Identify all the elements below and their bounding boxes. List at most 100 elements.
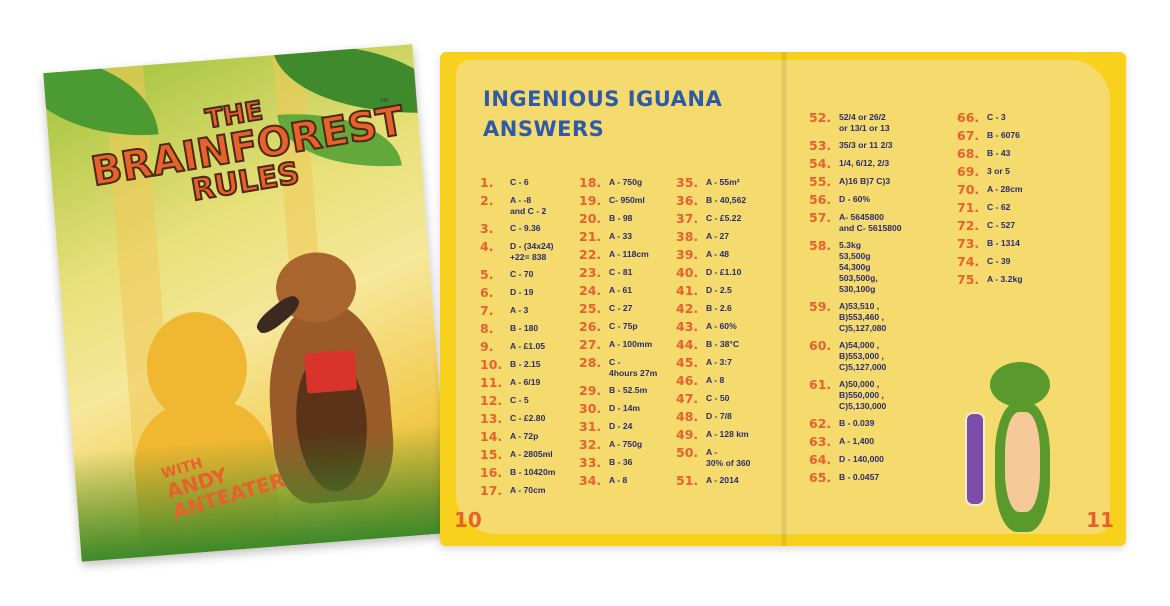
answer-number: 46. bbox=[676, 373, 699, 388]
answer-number: 74. bbox=[957, 254, 980, 269]
answer-item: 71. C - 62 bbox=[957, 201, 1023, 214]
answers-column: 52. 52/4 or 26/2 or 13/1 or 13 53. 35/3 or … bbox=[809, 110, 902, 490]
answer-item: 35. A - 55m² bbox=[676, 175, 750, 190]
answer-item: 54. 1/4, 6/12, 2/3 bbox=[809, 157, 902, 170]
answer-text: A - 750g bbox=[609, 177, 643, 187]
answer-number: 3. bbox=[480, 221, 494, 236]
answer-item: 67. B - 6076 bbox=[957, 129, 1023, 142]
answer-item: 43. A - 60% bbox=[676, 320, 750, 333]
answer-text: D - £1.10 bbox=[706, 267, 742, 277]
answer-text: 1/4, 6/12, 2/3 bbox=[839, 158, 890, 168]
answer-number: 18. bbox=[579, 175, 602, 190]
answer-number: 51. bbox=[676, 473, 699, 488]
answer-text: A)50,000 , B)550,000 , C)5,130,000 bbox=[839, 379, 887, 411]
answer-text: B - 2.6 bbox=[706, 303, 732, 313]
answer-text: A- 5645800 and C- 5615800 bbox=[839, 212, 902, 233]
answer-text: C - 70 bbox=[510, 269, 534, 279]
answer-number: 65. bbox=[809, 470, 832, 485]
answer-text: C - 4hours 27m bbox=[609, 357, 658, 378]
answer-text: D - 7/8 bbox=[706, 411, 732, 421]
answer-item: 59. A)53,510 , B)553,460 , C)5,127,080 bbox=[809, 299, 902, 334]
answer-text: A - 8 bbox=[706, 375, 725, 385]
answer-item: 56. D - 60% bbox=[809, 193, 902, 206]
answer-text: A - 1,400 bbox=[839, 436, 875, 446]
page-title: INGENIOUS IGUANA ANSWERS bbox=[483, 84, 722, 144]
answer-text: 3 or 5 bbox=[987, 166, 1010, 176]
answer-item: 24. A - 61 bbox=[579, 284, 657, 297]
answer-item: 75. A - 3.2kg bbox=[957, 273, 1023, 286]
title-line: ANSWERS bbox=[483, 117, 605, 141]
answer-text: B - 10420m bbox=[510, 467, 556, 477]
answer-number: 6. bbox=[480, 285, 494, 300]
answer-text: A - 128 km bbox=[706, 429, 749, 439]
answer-item: 1. C - 6 bbox=[480, 176, 555, 189]
answer-text: C - 527 bbox=[987, 220, 1016, 230]
answer-item: 7. A - 3 bbox=[480, 303, 555, 318]
book-cover: THE BRAINFOREST RULES ™ WITH ANDY ANTEAT… bbox=[43, 44, 451, 562]
answer-item: 32. A - 750g bbox=[579, 438, 657, 451]
answer-item: 38. A - 27 bbox=[676, 229, 750, 244]
answer-number: 39. bbox=[676, 247, 699, 262]
answer-item: 49. A - 128 km bbox=[676, 428, 750, 441]
answer-text: C - £5.22 bbox=[706, 213, 742, 223]
answer-text: A - 60% bbox=[706, 321, 737, 331]
answer-number: 35. bbox=[676, 175, 699, 190]
answer-text: C - 81 bbox=[609, 267, 633, 277]
answer-text: B - 2.15 bbox=[510, 359, 541, 369]
answer-text: B - 0.039 bbox=[839, 418, 875, 428]
page-number-left: 10 bbox=[454, 508, 482, 532]
answer-text: A - 28cm bbox=[987, 184, 1023, 194]
page-number-right: 11 bbox=[1086, 508, 1114, 532]
answer-number: 42. bbox=[676, 301, 699, 316]
answer-number: 53. bbox=[809, 138, 832, 153]
answer-text: A - 6/19 bbox=[510, 377, 541, 387]
answer-text: A)54,000 , B)553,000 , C)5,127,000 bbox=[839, 340, 887, 372]
answer-number: 26. bbox=[579, 319, 602, 334]
answer-number: 59. bbox=[809, 299, 832, 314]
answer-number: 40. bbox=[676, 265, 699, 280]
answer-item: 74. C - 39 bbox=[957, 254, 1023, 269]
answer-text: D - 60% bbox=[839, 194, 871, 204]
answer-text: A - 27 bbox=[706, 231, 730, 241]
answer-item: 51. A - 2014 bbox=[676, 473, 750, 488]
answer-item: 36. B - 40,562 bbox=[676, 194, 750, 207]
answer-number: 45. bbox=[676, 355, 699, 370]
answer-text: C - 9.36 bbox=[510, 223, 541, 233]
answer-item: 55. A)16 B)7 C)3 bbox=[809, 175, 902, 188]
answer-number: 8. bbox=[480, 321, 494, 336]
answers-column: 1. C - 6 2. A - -8 and C - 2 3. C - 9.36 4. D -… bbox=[480, 176, 556, 503]
answer-text: D - 14m bbox=[609, 403, 641, 413]
answers-column: 18. A - 750g 19. C- 950ml 20. B - 98 21. A - 33… bbox=[579, 175, 658, 493]
answer-item: 72. C - 527 bbox=[957, 218, 1023, 233]
answer-item: 27. A - 100mm bbox=[579, 338, 657, 351]
answer-item: 28. C - 4hours 27m bbox=[579, 356, 658, 379]
answer-number: 68. bbox=[957, 146, 980, 161]
answer-item: 29. B - 52.5m bbox=[579, 384, 657, 397]
answer-item: 14. A - 72p bbox=[480, 430, 555, 443]
answer-text: A - 3.2kg bbox=[987, 274, 1023, 284]
answer-text: A - 55m² bbox=[706, 177, 740, 187]
answer-item: 48. D - 7/8 bbox=[676, 409, 750, 424]
answer-text: A - 100mm bbox=[609, 339, 653, 349]
answer-item: 20. B - 98 bbox=[579, 212, 657, 225]
answer-number: 7. bbox=[480, 303, 494, 318]
answer-item: 26. C - 75p bbox=[579, 319, 657, 334]
answer-item: 22. A - 118cm bbox=[579, 248, 657, 261]
answer-number: 72. bbox=[957, 218, 980, 233]
answer-text: A - 61 bbox=[609, 285, 633, 295]
answer-item: 50. A - 30% of 360 bbox=[676, 446, 750, 469]
answer-item: 58. 5.3kg 53,500g 54,300g 503,500g, 530,1… bbox=[809, 239, 902, 295]
answer-number: 12. bbox=[480, 393, 503, 408]
answer-number: 63. bbox=[809, 434, 832, 449]
answer-text: B - 1314 bbox=[987, 238, 1020, 248]
answer-number: 48. bbox=[676, 409, 699, 424]
answer-number: 73. bbox=[957, 236, 980, 251]
answer-number: 69. bbox=[957, 164, 980, 179]
answer-number: 52. bbox=[809, 110, 832, 125]
answers-column: 66. C - 3 67. B - 6076 68. B - 43 69. 3 or 5 70.… bbox=[957, 111, 1023, 292]
answer-item: 69. 3 or 5 bbox=[957, 164, 1023, 179]
answer-item: 45. A - 3:7 bbox=[676, 355, 750, 370]
answer-number: 47. bbox=[676, 391, 699, 406]
answer-number: 62. bbox=[809, 416, 832, 431]
answer-number: 38. bbox=[676, 229, 699, 244]
